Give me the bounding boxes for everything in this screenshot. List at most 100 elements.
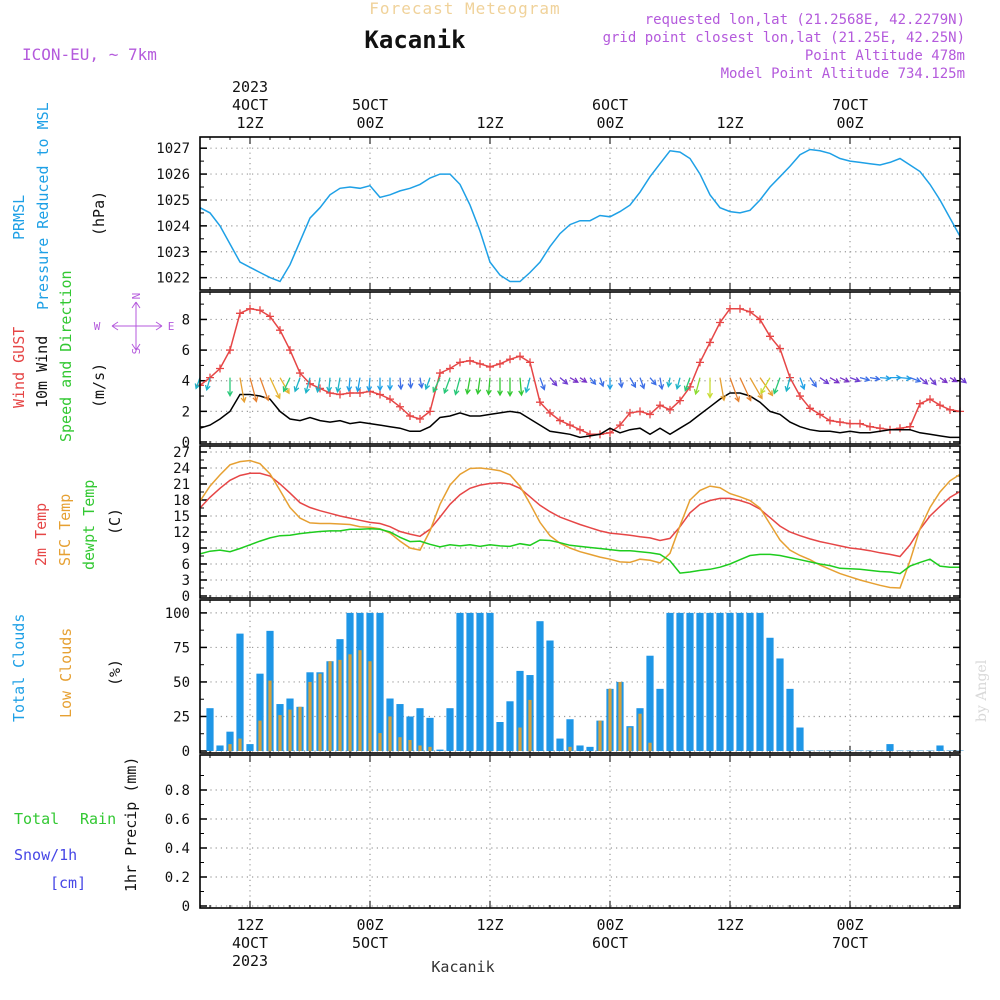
total-cloud-bar (926, 750, 934, 751)
gust-marker (356, 388, 364, 397)
panel-pressure: 1022 1023 1024 1025 1026 1027 (156, 136, 961, 291)
watermark: by Angel (974, 659, 990, 722)
precip-label-rain: Rain (80, 810, 116, 828)
precip-label-cm: [cm] (50, 874, 86, 892)
low-cloud-bar (228, 744, 232, 751)
wind-arrow-icon (204, 377, 211, 392)
total-cloud-bar (686, 612, 694, 751)
gust-marker (526, 358, 534, 367)
precip-label-snow: Snow/1h (14, 846, 77, 864)
wind-arrow-icon (707, 377, 713, 399)
low-cloud-bar (608, 688, 612, 751)
y-tick-label: 1022 (156, 271, 190, 287)
wind-arrow-icon (829, 377, 841, 384)
gust-marker (636, 407, 644, 416)
cloud-label-total: Total Clouds (10, 614, 28, 722)
total-cloud-bar (646, 655, 654, 751)
temp-label-dew: dewpt Temp (80, 480, 98, 570)
gust-marker (946, 405, 954, 414)
y-tick-label: 50 (173, 675, 190, 691)
wind-arrow-icon (485, 377, 492, 396)
wind-arrow-icon (346, 377, 353, 393)
panel-frame (199, 445, 961, 599)
wind-label-gust: Wind GUST (10, 327, 28, 408)
x-bottom-label: 00Z (836, 916, 863, 934)
gust-marker (456, 358, 464, 367)
x-bottom-label: 4OCT (232, 934, 268, 952)
y-tick-label: 0 (182, 899, 190, 915)
gust-marker (266, 312, 274, 321)
wind-arrow-icon (929, 377, 937, 386)
precip-label-unit: 1hr Precip (mm) (122, 757, 140, 892)
gust-marker (436, 369, 444, 378)
y-tick-label: 18 (173, 493, 190, 509)
wind-arrow-icon (649, 377, 657, 386)
y-tick-label: 0.6 (165, 812, 190, 828)
low-cloud-bar (288, 709, 292, 751)
total-cloud-bar (756, 612, 764, 751)
wind-arrow-icon (443, 377, 451, 395)
wind-arrow-icon (729, 377, 741, 403)
total-cloud-bar (696, 612, 704, 751)
wind-arrow-icon (304, 377, 311, 395)
wind-arrow-icon (355, 377, 362, 393)
y-tick-label: 0 (182, 589, 190, 605)
wind-arrow-icon (890, 374, 903, 381)
wind-arrow-icon (335, 377, 342, 394)
precip-labels: Total Rain Snow/1h [cm] 1hr Precip (mm) (14, 757, 140, 892)
panel-wind: 0 2 4 6 8 (182, 291, 968, 451)
wind-arrow-icon (326, 377, 333, 393)
pressure-label-prmsl: PRMSL (10, 195, 28, 240)
wind-arrow-icon (397, 377, 404, 391)
wind-label-speed-dir: Speed and Direction (57, 270, 75, 442)
total-cloud-bar (776, 658, 784, 751)
x-top-label: 5OCT (352, 96, 388, 114)
x-bottom-label: 6OCT (592, 934, 628, 952)
low-cloud-bar (378, 733, 382, 751)
y-tick-label: 1027 (156, 141, 190, 157)
gust-marker (306, 379, 314, 388)
wind-arrow-icon (524, 377, 531, 394)
gust-marker (756, 315, 764, 324)
wind-arrow-icon (607, 377, 613, 391)
total-cloud-bar (396, 704, 404, 751)
gust-marker (386, 395, 394, 404)
gust-marker (476, 359, 484, 368)
pressure-labels: PRMSL Pressure Reduced to MSL (hPa) (10, 102, 108, 310)
wind-arrow-icon (658, 377, 665, 391)
total-cloud-bar (486, 612, 494, 751)
wind-arrow-icon (598, 377, 605, 388)
wind-arrow-icon (549, 377, 558, 387)
x-top-label: 2023 (232, 78, 268, 96)
gust-marker (706, 338, 714, 347)
gust-marker (256, 306, 264, 315)
total-cloud-bar (556, 738, 564, 751)
total-cloud-bar (826, 750, 834, 751)
x-top-label: 12Z (716, 114, 743, 132)
wind-arrow-icon (282, 377, 291, 393)
y-tick-label: 0 (182, 744, 190, 760)
wind-arrow-icon (939, 377, 948, 384)
total-cloud-bar (846, 750, 854, 751)
total-cloud-bar (476, 612, 484, 751)
gust-marker (916, 399, 924, 408)
gust-marker (396, 402, 404, 411)
gust-marker (866, 422, 874, 431)
wind-arrow-icon (675, 377, 681, 390)
low-cloud-bar (318, 673, 322, 751)
x-bottom-label: 00Z (596, 916, 623, 934)
total-cloud-bar (236, 633, 244, 751)
total-cloud-bar (906, 750, 914, 751)
total-cloud-bar (796, 727, 804, 751)
wind-arrow-icon (919, 377, 929, 385)
x-bottom-label: 00Z (356, 916, 383, 934)
y-tick-label: 15 (173, 509, 190, 525)
total-cloud-bar (226, 731, 234, 751)
low-cloud-bar (518, 727, 522, 751)
wind-arrow-icon (497, 377, 503, 397)
gust-marker (936, 401, 944, 410)
y-tick-label: 1025 (156, 193, 190, 209)
temp-label-2m: 2m Temp (32, 503, 50, 566)
